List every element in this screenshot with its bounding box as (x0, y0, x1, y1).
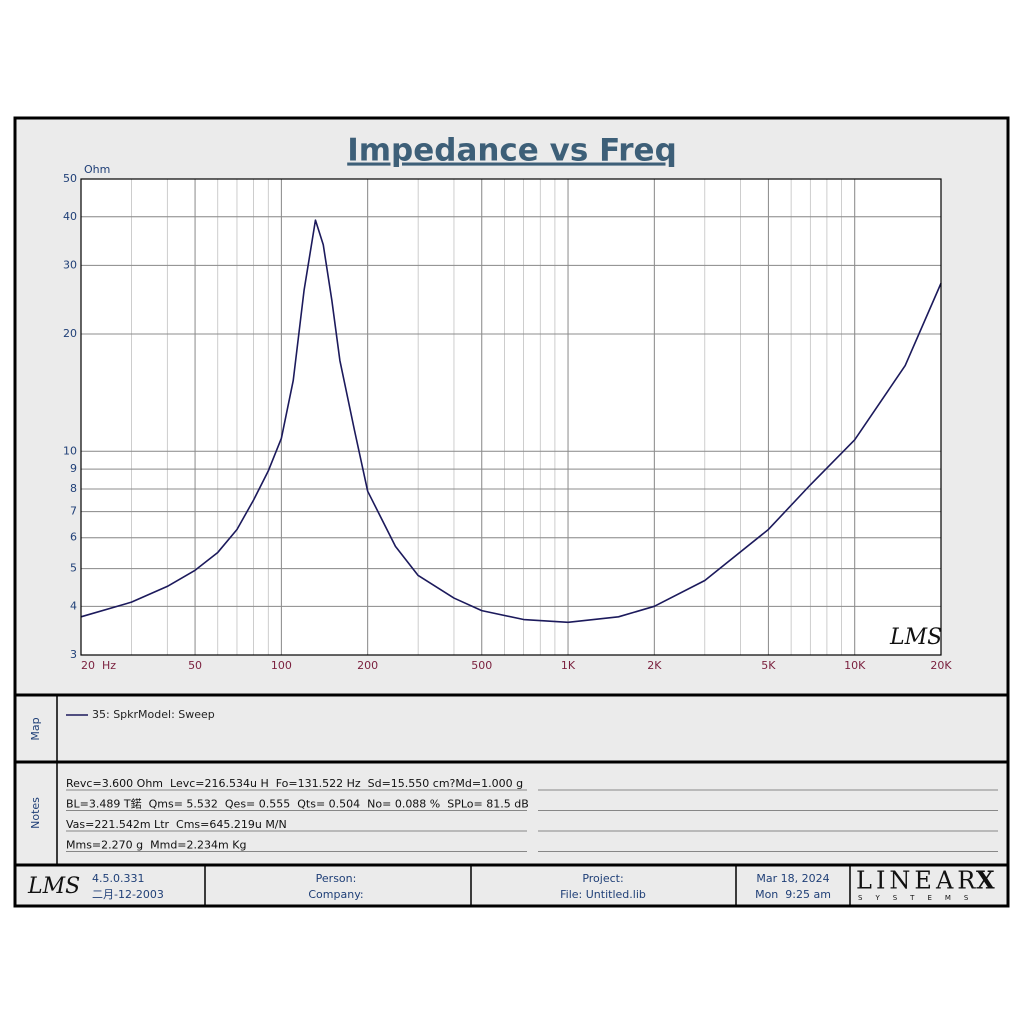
y-tick-label: 6 (70, 531, 77, 544)
y-tick-label: 7 (70, 505, 77, 518)
footer-logo: LMS (27, 874, 80, 899)
y-tick-label: 10 (63, 444, 77, 457)
line-series (80, 219, 942, 624)
person: Person: (316, 872, 357, 885)
project: Project: (582, 872, 623, 885)
legend-label: 35: SpkrModel: Sweep (92, 708, 215, 721)
x-tick-label: 10K (844, 659, 866, 672)
x-tick-label: 2K (647, 659, 662, 672)
x-tick-label: 100 (271, 659, 292, 672)
x-tick-label: 200 (357, 659, 378, 672)
y-tick-label: 30 (63, 258, 77, 271)
company: Company: (308, 888, 363, 901)
brand-sub: SYSTEMS (858, 894, 981, 902)
notes: Revc=3.600 Ohm Levc=216.534u H Fo=131.52… (66, 777, 998, 852)
x-tick-label: 1K (561, 659, 576, 672)
note-line: Revc=3.600 Ohm Levc=216.534u H Fo=131.52… (66, 777, 523, 790)
x-tick-label: 20 Hz (81, 659, 116, 672)
note-line: Vas=221.542m Ltr Cms=645.219u M/N (66, 818, 287, 831)
time: Mon 9:25 am (755, 888, 831, 901)
brand: LINEAR (856, 867, 979, 895)
version: 4.5.0.331 (92, 872, 144, 885)
file: File: Untitled.lib (560, 888, 646, 901)
y-tick-label: 50 (63, 172, 77, 185)
y-tick-label: 3 (70, 648, 77, 661)
y-tick-label: 4 (70, 599, 77, 612)
plot-area (81, 179, 941, 655)
x-tick-label: 20K (930, 659, 952, 672)
y-tick-label: 20 (63, 327, 77, 340)
y-tick-label: 40 (63, 210, 77, 223)
note-line: Mms=2.270 g Mmd=2.234m Kg (66, 839, 246, 852)
panel-label: Map (29, 717, 42, 740)
panel-label: Notes (29, 797, 42, 829)
y-axis-label: Ohm (84, 163, 110, 176)
x-tick-label: 50 (188, 659, 202, 672)
plot-border (80, 178, 942, 656)
chart-title: Impedance vs Freq (347, 133, 677, 169)
series (80, 219, 942, 624)
note-line: BL=3.489 T鍩 Qms= 5.532 Qes= 0.555 Qts= 0… (66, 797, 529, 811)
y-tick-label: 9 (70, 462, 77, 475)
brand-x: X (976, 866, 999, 895)
ticks: 20 Hz 50 100 200 500 1K 2K 5K 10K 20K 3 4 5 6 7 8 9 10 20 3… (63, 172, 952, 672)
date: Mar 18, 2024 (756, 872, 829, 885)
y-tick-label: 8 (70, 482, 77, 495)
x-tick-label: 500 (471, 659, 492, 672)
x-tick-label: 5K (761, 659, 776, 672)
chart-annotation: LMS (889, 625, 942, 650)
y-tick-label: 5 (70, 562, 77, 575)
build-date: 二月-12-2003 (92, 888, 164, 901)
